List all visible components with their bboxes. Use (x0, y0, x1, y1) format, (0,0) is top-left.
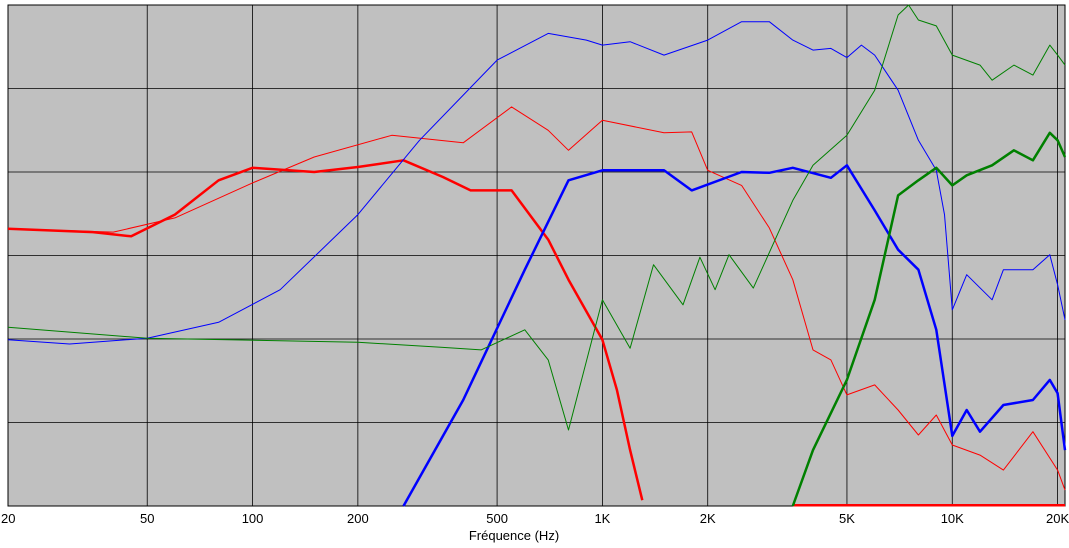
x-tick-label: 1K (594, 511, 610, 526)
series-line (7, 21, 1066, 345)
x-tick-label: 200 (347, 511, 369, 526)
x-tick-label: 5K (839, 511, 855, 526)
series-line (7, 4, 1066, 431)
x-tick-label: 50 (140, 511, 154, 526)
x-tick-label: 2K (700, 511, 716, 526)
series-line (7, 106, 1066, 491)
x-tick-label: 10K (941, 511, 964, 526)
x-tick-label: 20K (1046, 511, 1069, 526)
x-tick-label: 100 (242, 511, 264, 526)
x-tick-label: 500 (486, 511, 508, 526)
series-line (402, 164, 1067, 507)
series-line (7, 159, 1065, 507)
x-axis-label: Fréquence (Hz) (469, 528, 559, 543)
x-tick-label: 20 (1, 511, 15, 526)
series-line (791, 131, 1067, 507)
